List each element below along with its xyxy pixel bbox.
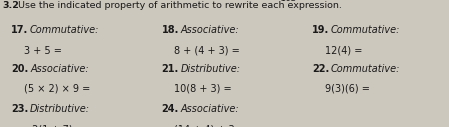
Text: Commutative:: Commutative: (331, 64, 401, 74)
Text: Associative:: Associative: (180, 25, 239, 35)
Text: 8 + (4 + 3) =: 8 + (4 + 3) = (174, 46, 240, 56)
Text: −2(1 + 7) =: −2(1 + 7) = (24, 124, 84, 127)
Text: 18.: 18. (162, 25, 179, 35)
Text: Use the indicated property of arithmetic to rewrite each expression.: Use the indicated property of arithmetic… (15, 1, 342, 10)
Text: 3 + 5 =: 3 + 5 = (24, 46, 62, 56)
Text: Distributive:: Distributive: (180, 64, 241, 74)
Text: 12(4) =: 12(4) = (325, 46, 362, 56)
Text: 20.: 20. (11, 64, 28, 74)
Text: 22.: 22. (312, 64, 329, 74)
Text: Distributive:: Distributive: (30, 104, 90, 114)
Text: (5 × 2) × 9 =: (5 × 2) × 9 = (24, 84, 90, 94)
Text: 163: 163 (281, 0, 298, 3)
Text: 9(3)(6) =: 9(3)(6) = (325, 84, 370, 94)
Text: 19.: 19. (312, 25, 329, 35)
Text: Commutative:: Commutative: (331, 25, 401, 35)
Text: 24.: 24. (162, 104, 179, 114)
Text: Commutative:: Commutative: (30, 25, 100, 35)
Text: 23.: 23. (11, 104, 28, 114)
Text: Associative:: Associative: (30, 64, 89, 74)
Text: Associative:: Associative: (180, 104, 239, 114)
Text: 21.: 21. (162, 64, 179, 74)
Text: (14 + 4) + 3 =: (14 + 4) + 3 = (174, 124, 246, 127)
Text: 3.2: 3.2 (2, 1, 19, 10)
Text: 10(8 + 3) =: 10(8 + 3) = (174, 84, 232, 94)
Text: 17.: 17. (11, 25, 28, 35)
